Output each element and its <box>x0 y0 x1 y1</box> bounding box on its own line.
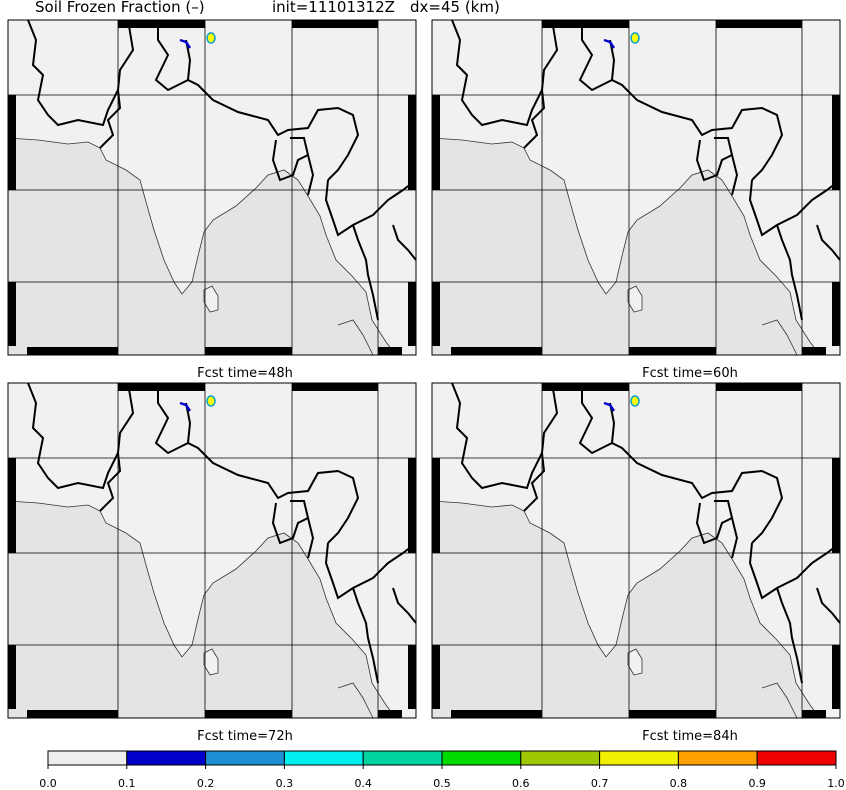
map-panel <box>6 18 418 357</box>
map-panel <box>430 18 842 357</box>
colorbar-tick-label: 0.2 <box>197 777 215 790</box>
panel-caption: Fcst time=84h <box>642 729 738 744</box>
colorbar-bin <box>756 750 837 766</box>
colorbar-tick-label: 0.3 <box>276 777 294 790</box>
map-panel <box>6 381 418 720</box>
panel-caption: Fcst time=48h <box>197 366 293 381</box>
colorbar-bin <box>441 750 522 766</box>
colorbar-tick-label: 1.0 <box>827 777 845 790</box>
colorbar-bin <box>677 750 758 766</box>
colorbar-tick-label: 0.7 <box>591 777 609 790</box>
colorbar-bin <box>283 750 364 766</box>
colorbar-tick-label: 0.9 <box>748 777 766 790</box>
colorbar-tick-label: 0.5 <box>433 777 451 790</box>
colorbar-tick-label: 0.1 <box>118 777 136 790</box>
resolution: dx=45 (km) <box>410 0 500 16</box>
colorbar-tick-label: 0.6 <box>512 777 530 790</box>
colorbar-bin <box>599 750 679 766</box>
colorbar-bin <box>126 750 207 766</box>
colorbar-bin <box>205 750 285 766</box>
panel-caption: Fcst time=72h <box>197 729 293 744</box>
title: Soil Frozen Fraction (–) <box>35 0 205 16</box>
colorbar-bin <box>362 750 443 766</box>
panel-caption: Fcst time=60h <box>642 366 738 381</box>
colorbar-bin <box>47 750 128 766</box>
map-panel <box>430 381 842 720</box>
colorbar: 0.0 0.1 0.2 0.3 0.4 0.5 0.6 0.7 0.8 0.9 1.0 <box>39 750 845 790</box>
colorbar-tick-label: 0.0 <box>39 777 57 790</box>
colorbar-bin <box>520 750 601 766</box>
colorbar-tick-label: 0.4 <box>354 777 372 790</box>
colorbar-tick-label: 0.8 <box>670 777 688 790</box>
init-time: init=11101312Z <box>272 0 395 16</box>
